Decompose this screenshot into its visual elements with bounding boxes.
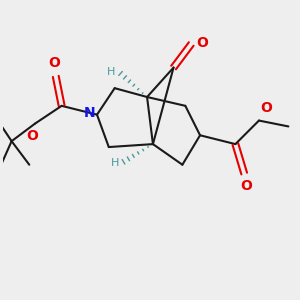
Text: O: O: [240, 179, 252, 194]
Text: O: O: [48, 56, 60, 70]
Text: H: H: [111, 158, 119, 168]
Text: O: O: [260, 101, 272, 115]
Text: H: H: [107, 67, 115, 77]
Text: O: O: [196, 35, 208, 50]
Text: O: O: [26, 129, 38, 143]
Text: N: N: [84, 106, 95, 120]
